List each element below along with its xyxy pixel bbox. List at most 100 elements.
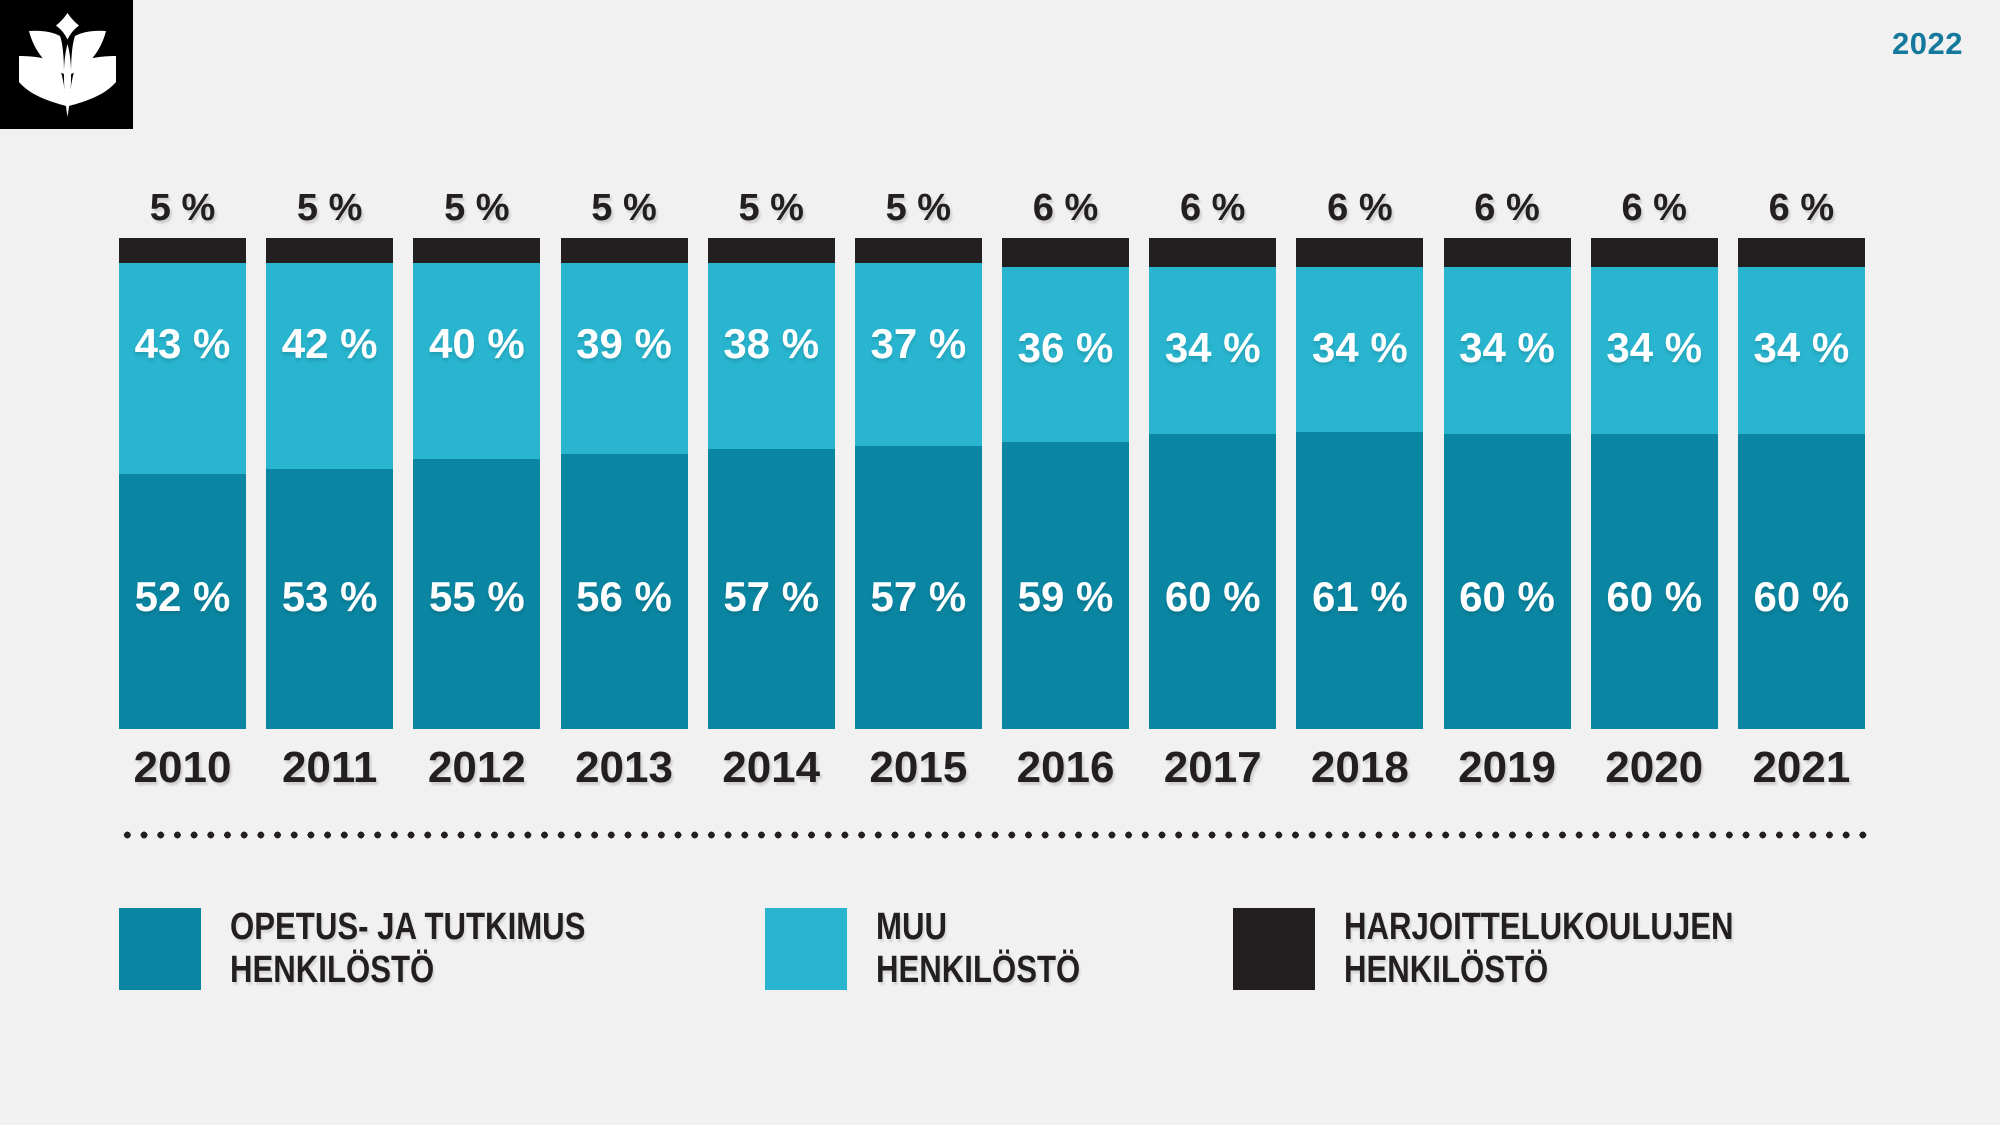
legend-item-0: OPETUS- JA TUTKIMUS HENKILÖSTÖ xyxy=(119,906,664,992)
above-bar-value-label: 5 % xyxy=(738,187,804,229)
segment-value-label: 34 % xyxy=(1312,324,1408,372)
segment-value-label: 56 % xyxy=(576,572,672,620)
x-axis-year-label: 2015 xyxy=(869,743,968,792)
segment-harjoittelukoulujen-henkilosto xyxy=(1737,238,1865,268)
stacked-bar-2021: 34 % 60 % xyxy=(1737,238,1865,729)
segment-value-label: 37 % xyxy=(870,319,967,367)
x-axis-year-label: 2021 xyxy=(1752,743,1851,792)
stacked-bar-2012: 40 % 55 % xyxy=(413,238,541,729)
segment-opetus-ja-tutkimus-henkilosto: 60 % xyxy=(1590,434,1718,729)
segment-value-label: 57 % xyxy=(723,573,820,620)
segment-harjoittelukoulujen-henkilosto xyxy=(1002,238,1130,268)
legend-item-2: HARJOITTELUKOULUJEN HENKILÖSTÖ xyxy=(1233,906,1819,992)
segment-opetus-ja-tutkimus-henkilosto: 55 % xyxy=(413,458,541,729)
segment-opetus-ja-tutkimus-henkilosto: 60 % xyxy=(1443,434,1571,729)
stacked-bar-2010: 43 % 52 % xyxy=(119,238,246,729)
segment-muu-henkilosto: 34 % xyxy=(1590,267,1718,435)
segment-opetus-ja-tutkimus-henkilosto: 59 % xyxy=(1002,442,1130,730)
bar-column-2020: 6 % 34 % 60 % 2020 xyxy=(1590,186,1718,793)
above-bar-value-label: 6 % xyxy=(1032,187,1099,229)
stacked-bar-chart: 5 % 43 % 52 % 2010 5 % 42 % 53 % 2011 5 % 40 % 55 … xyxy=(119,186,1865,793)
segment-opetus-ja-tutkimus-henkilosto: 60 % xyxy=(1737,434,1865,729)
legend-swatch xyxy=(765,908,847,990)
bar-column-2017: 6 % 34 % 60 % 2017 xyxy=(1149,186,1277,793)
x-axis-year-label: 2019 xyxy=(1458,743,1556,792)
bar-column-2018: 6 % 34 % 61 % 2018 xyxy=(1296,186,1424,793)
x-axis-year-label: 2016 xyxy=(1016,743,1115,792)
above-bar-value-label: 5 % xyxy=(444,187,510,229)
above-bar-value-label: 5 % xyxy=(296,187,363,229)
above-bar-value-label: 5 % xyxy=(149,187,216,229)
segment-muu-henkilosto: 34 % xyxy=(1149,267,1277,435)
stacked-bar-2020: 34 % 60 % xyxy=(1590,238,1718,729)
x-axis-year-label: 2013 xyxy=(575,743,673,792)
segment-harjoittelukoulujen-henkilosto xyxy=(119,238,246,263)
segment-harjoittelukoulujen-henkilosto xyxy=(1296,238,1424,268)
segment-muu-henkilosto: 42 % xyxy=(266,262,394,469)
bar-column-2019: 6 % 34 % 60 % 2019 xyxy=(1443,186,1571,793)
above-bar-value-label: 6 % xyxy=(1621,187,1687,229)
bar-column-2011: 5 % 42 % 53 % 2011 xyxy=(266,186,394,793)
segment-harjoittelukoulujen-henkilosto xyxy=(854,238,982,263)
stacked-bar-2019: 34 % 60 % xyxy=(1443,238,1571,729)
x-axis-year-label: 2018 xyxy=(1310,743,1409,792)
x-axis-year-label: 2012 xyxy=(427,743,526,792)
segment-value-label: 36 % xyxy=(1017,324,1114,372)
stacked-bar-2018: 34 % 61 % xyxy=(1296,238,1424,729)
stacked-bar-2014: 38 % 57 % xyxy=(707,238,835,729)
bar-column-2010: 5 % 43 % 52 % 2010 xyxy=(119,186,246,793)
segment-value-label: 61 % xyxy=(1312,573,1408,620)
x-axis-year-label: 2014 xyxy=(722,743,821,792)
bar-column-2014: 5 % 38 % 57 % 2014 xyxy=(707,186,835,793)
legend-label: OPETUS- JA TUTKIMUS HENKILÖSTÖ xyxy=(230,906,586,991)
segment-opetus-ja-tutkimus-henkilosto: 56 % xyxy=(560,454,688,729)
segment-value-label: 34 % xyxy=(1459,324,1555,372)
segment-opetus-ja-tutkimus-henkilosto: 52 % xyxy=(119,473,246,729)
dotted-separator xyxy=(119,831,1869,839)
segment-value-label: 52 % xyxy=(134,572,231,620)
segment-value-label: 60 % xyxy=(1606,572,1703,620)
segment-value-label: 38 % xyxy=(723,319,820,367)
segment-opetus-ja-tutkimus-henkilosto: 60 % xyxy=(1149,434,1277,729)
segment-harjoittelukoulujen-henkilosto xyxy=(707,238,835,263)
segment-opetus-ja-tutkimus-henkilosto: 57 % xyxy=(854,446,982,729)
segment-harjoittelukoulujen-henkilosto xyxy=(1149,238,1277,268)
report-year-badge: 2022 xyxy=(1892,26,1963,61)
legend-item-1: MUU HENKILÖSTÖ xyxy=(765,906,1125,992)
x-axis-year-label: 2020 xyxy=(1605,743,1704,792)
segment-value-label: 60 % xyxy=(1459,572,1555,620)
stacked-bar-2015: 37 % 57 % xyxy=(854,238,982,729)
segment-harjoittelukoulujen-henkilosto xyxy=(413,238,541,263)
bar-column-2013: 5 % 39 % 56 % 2013 xyxy=(560,186,688,793)
segment-value-label: 57 % xyxy=(870,573,967,620)
legend-label: HARJOITTELUKOULUJEN HENKILÖSTÖ xyxy=(1344,906,1734,991)
segment-muu-henkilosto: 37 % xyxy=(854,262,982,447)
x-axis-year-label: 2010 xyxy=(133,743,232,792)
segment-value-label: 53 % xyxy=(281,573,378,620)
book-sprout-logo xyxy=(0,0,133,129)
stacked-bar-2013: 39 % 56 % xyxy=(560,238,688,729)
segment-harjoittelukoulujen-henkilosto xyxy=(266,238,394,263)
x-axis-year-label: 2017 xyxy=(1163,743,1262,792)
legend-swatch xyxy=(119,908,201,990)
segment-value-label: 43 % xyxy=(134,319,231,367)
segment-muu-henkilosto: 36 % xyxy=(1002,267,1130,443)
above-bar-value-label: 5 % xyxy=(591,187,657,229)
segment-value-label: 60 % xyxy=(1164,572,1261,620)
segment-value-label: 40 % xyxy=(428,319,525,367)
segment-muu-henkilosto: 43 % xyxy=(119,262,246,474)
legend-label: MUU HENKILÖSTÖ xyxy=(876,906,1081,991)
segment-value-label: 39 % xyxy=(576,319,672,367)
segment-value-label: 55 % xyxy=(428,573,525,620)
bar-column-2015: 5 % 37 % 57 % 2015 xyxy=(854,186,982,793)
segment-harjoittelukoulujen-henkilosto xyxy=(1590,238,1718,268)
segment-opetus-ja-tutkimus-henkilosto: 61 % xyxy=(1296,432,1424,729)
above-bar-value-label: 6 % xyxy=(1327,187,1393,229)
segment-muu-henkilosto: 38 % xyxy=(707,262,835,450)
x-axis-year-label: 2011 xyxy=(281,743,378,792)
segment-value-label: 34 % xyxy=(1164,324,1261,372)
segment-opetus-ja-tutkimus-henkilosto: 57 % xyxy=(707,449,835,729)
bar-column-2012: 5 % 40 % 55 % 2012 xyxy=(413,186,541,793)
above-bar-value-label: 6 % xyxy=(1474,187,1540,229)
